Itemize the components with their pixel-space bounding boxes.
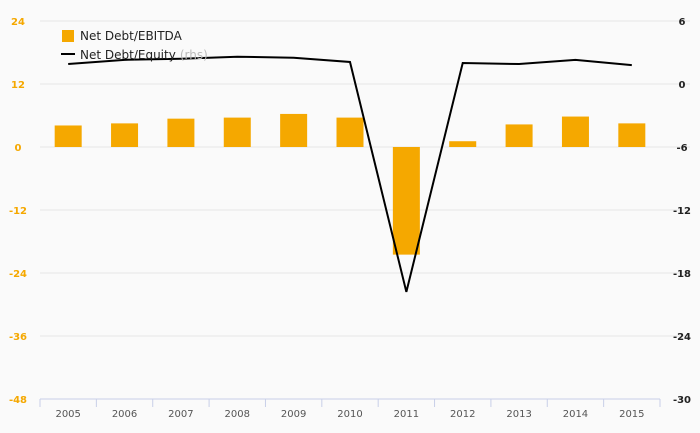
right-tick-label: -18 — [673, 269, 691, 280]
x-tick-label: 2015 — [619, 409, 644, 420]
legend: Net Debt/EBITDA Net Debt/Equity (rhs) — [61, 29, 208, 62]
x-tick-label: 2007 — [168, 409, 193, 420]
line-path — [68, 55, 632, 293]
left-tick-label: -48 — [9, 395, 27, 406]
right-tick-label: -12 — [673, 206, 691, 217]
bar — [392, 147, 420, 255]
left-tick-label: -36 — [9, 332, 27, 343]
right-tick-label: -24 — [673, 332, 691, 343]
bar — [280, 113, 308, 147]
right-y-axis: 6 0 -6 -12 -18 -24 -30 — [673, 17, 691, 406]
bar — [561, 116, 589, 147]
legend-swatch-bar — [62, 30, 74, 42]
left-tick-label: -24 — [9, 269, 27, 280]
x-tick-label: 2006 — [112, 409, 137, 420]
left-tick-label: 12 — [11, 80, 25, 91]
right-tick-label: -6 — [676, 143, 687, 154]
right-tick-label: -30 — [673, 395, 691, 406]
bar — [54, 125, 82, 147]
right-tick-label: 0 — [679, 80, 686, 91]
bar — [449, 141, 477, 147]
bar — [167, 118, 195, 147]
bar — [336, 117, 364, 147]
bar — [505, 124, 533, 147]
left-tick-label: 0 — [15, 143, 22, 154]
legend-line-suffix: (rhs) — [180, 48, 208, 62]
x-tick-label: 2012 — [450, 409, 475, 420]
gridlines — [40, 20, 690, 337]
x-tick-label: 2013 — [506, 409, 531, 420]
x-tick-label: 2005 — [55, 409, 80, 420]
left-tick-label: -12 — [9, 206, 27, 217]
x-tick-label: 2009 — [281, 409, 306, 420]
bar — [111, 123, 139, 147]
x-tick-label: 2011 — [394, 409, 419, 420]
right-tick-label: 6 — [679, 17, 686, 28]
left-tick-label: 24 — [11, 17, 25, 28]
legend-label-line: Net Debt/Equity (rhs) — [80, 48, 208, 62]
line-series — [68, 55, 632, 293]
bar-series — [54, 113, 646, 255]
left-y-axis: 24 12 0 -12 -24 -36 -48 — [9, 17, 27, 406]
x-tick-label: 2010 — [337, 409, 362, 420]
bar — [618, 123, 646, 147]
legend-line-name: Net Debt/Equity — [80, 48, 176, 62]
bar — [223, 117, 251, 147]
x-tick-label: 2008 — [225, 409, 250, 420]
legend-label-bar: Net Debt/EBITDA — [80, 29, 183, 43]
x-tick-label: 2014 — [563, 409, 588, 420]
x-axis: 2005 2006 2007 2008 2009 2010 2011 2012 2013 2014… — [39, 398, 661, 420]
